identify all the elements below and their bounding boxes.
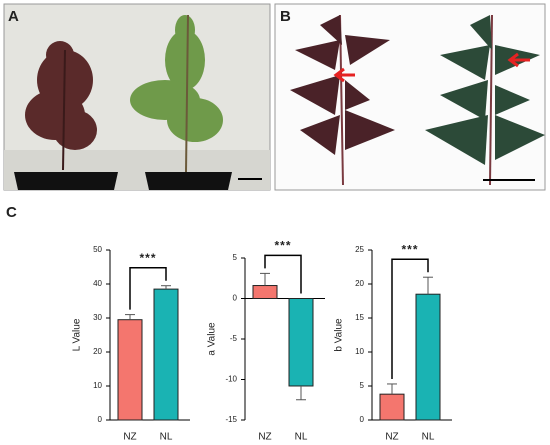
bar	[117, 319, 143, 421]
y-tick-label: 30	[93, 313, 102, 322]
y-axis-label: L Value	[72, 318, 83, 351]
significance-bracket	[264, 254, 302, 294]
y-tick-label: 10	[93, 381, 102, 390]
y-tick-label: 0	[233, 294, 238, 303]
significance-label: ***	[139, 251, 156, 265]
y-tick-label: -10	[225, 375, 237, 384]
panel-label: C	[6, 204, 17, 221]
bar	[415, 293, 441, 421]
y-tick-label: 15	[355, 313, 364, 322]
significance-bracket	[129, 266, 167, 310]
x-tick-label: NL	[422, 432, 435, 443]
y-tick-label: 40	[93, 279, 102, 288]
photo-a: A	[3, 3, 271, 191]
bar	[252, 285, 278, 300]
x-tick-label: NL	[295, 432, 308, 443]
y-tick-label: 20	[93, 347, 102, 356]
significance-label: ***	[401, 242, 418, 256]
bar	[379, 393, 405, 421]
y-axis-label: b Value	[334, 318, 345, 352]
y-tick-label: 50	[93, 245, 102, 254]
y-tick-label: 0	[360, 415, 365, 424]
x-tick-label: NZ	[258, 432, 271, 443]
significance-label: ***	[274, 239, 291, 253]
panel-label: A	[8, 8, 19, 25]
y-tick-label: 5	[233, 253, 238, 262]
x-tick-label: NL	[160, 432, 173, 443]
bar	[288, 298, 314, 387]
y-tick-label: 20	[355, 279, 364, 288]
y-tick-label: 0	[98, 415, 103, 424]
bar	[153, 288, 179, 421]
y-axis-label: a Value	[207, 322, 218, 356]
photo-b: B	[274, 3, 546, 191]
panel-label: B	[280, 8, 291, 25]
x-tick-label: NZ	[385, 432, 398, 443]
y-tick-label: -15	[225, 415, 237, 424]
y-tick-label: -5	[230, 334, 238, 343]
y-tick-label: 25	[355, 245, 364, 254]
x-tick-label: NZ	[123, 432, 136, 443]
y-tick-label: 5	[360, 381, 365, 390]
y-tick-label: 10	[355, 347, 364, 356]
significance-bracket	[391, 258, 429, 379]
